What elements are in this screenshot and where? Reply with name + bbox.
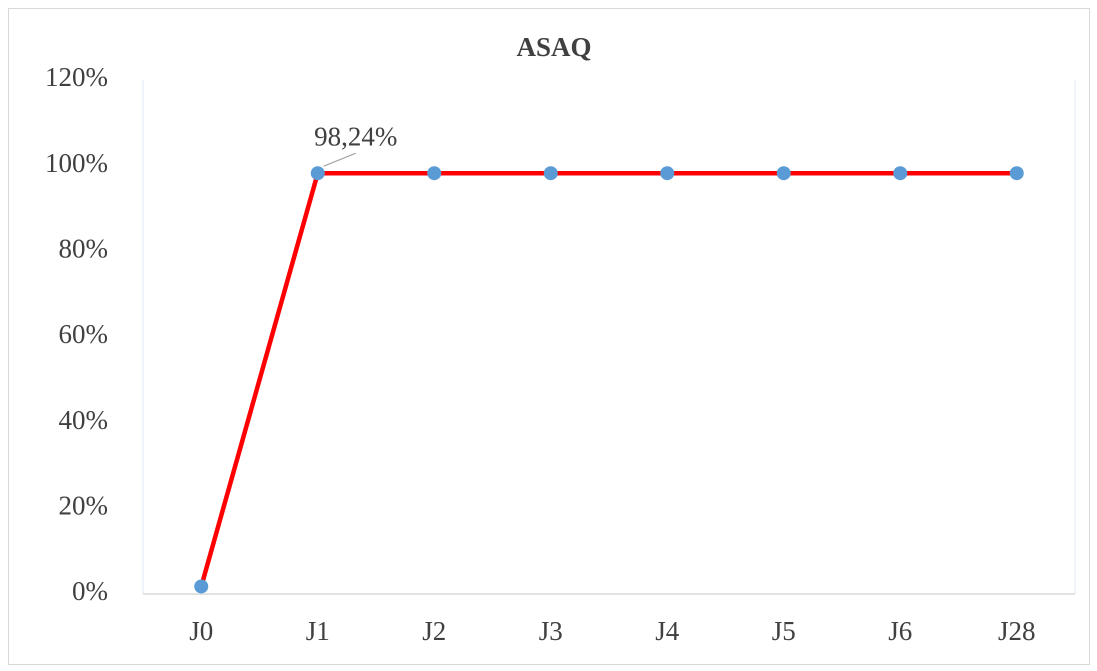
series-line — [199, 170, 1017, 588]
y-tick-label: 20% — [59, 491, 109, 521]
data-point — [427, 166, 442, 181]
x-tick-label: J0 — [189, 616, 213, 646]
x-tick-label: J6 — [888, 616, 912, 646]
chart-title: ASAQ — [516, 32, 591, 62]
data-label: 98,24% — [314, 121, 397, 151]
y-tick-label: 60% — [59, 319, 109, 349]
data-point — [194, 579, 209, 594]
y-tick-label: 40% — [59, 405, 109, 435]
chart-border — [8, 8, 1090, 665]
x-tick-label: J4 — [655, 616, 680, 646]
label-leader — [323, 152, 356, 167]
data-point — [660, 166, 675, 181]
x-tick-label: J5 — [772, 616, 796, 646]
data-point — [1009, 166, 1024, 181]
data-point — [543, 166, 558, 181]
data-point — [893, 166, 908, 181]
y-tick-label: 120% — [45, 62, 108, 92]
x-tick-label: J2 — [422, 616, 446, 646]
x-tick-label: J1 — [306, 616, 330, 646]
data-point — [310, 166, 325, 181]
y-tick-label: 80% — [59, 234, 109, 264]
y-tick-label: 0% — [72, 576, 108, 606]
x-tick-label: J3 — [539, 616, 563, 646]
data-point — [776, 166, 791, 181]
y-tick-label: 100% — [45, 148, 108, 178]
x-tick-label: J28 — [998, 616, 1036, 646]
